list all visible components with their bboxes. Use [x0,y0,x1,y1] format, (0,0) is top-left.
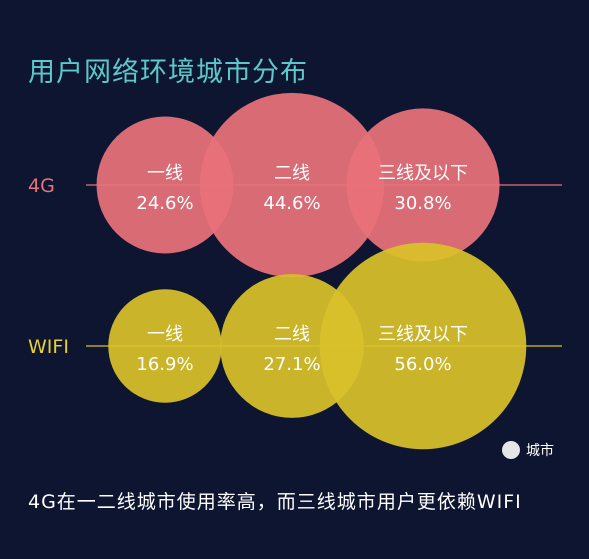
bubble-category-label: 一线 [147,324,183,345]
chart-title: 用户网络环境城市分布 [28,57,308,88]
bubble-value-label: 44.6% [263,193,320,214]
legend-label: 城市 [526,443,554,459]
bubble [108,289,222,403]
bubble [319,242,527,450]
bubble-category-label: 三线及以下 [378,324,468,345]
legend-marker [502,441,520,459]
series-label-1: WIFI [28,336,69,358]
bubble-value-label: 24.6% [136,193,193,214]
bubble-category-label: 一线 [147,163,183,184]
bubble [199,92,385,278]
bubble [96,116,234,254]
bubble-category-label: 二线 [274,324,310,345]
caption: 4G在一二线城市使用率高，而三线城市用户更依赖WIFI [28,491,522,513]
bubble-category-label: 三线及以下 [378,163,468,184]
bubble-value-label: 30.8% [394,193,451,214]
bubble-value-label: 27.1% [263,354,320,375]
legend: 城市 [502,440,554,460]
bubble [346,108,500,262]
bubble-category-label: 二线 [274,163,310,184]
series-label-0: 4G [28,175,55,197]
bubble-value-label: 56.0% [394,354,451,375]
bubble-value-label: 16.9% [136,354,193,375]
